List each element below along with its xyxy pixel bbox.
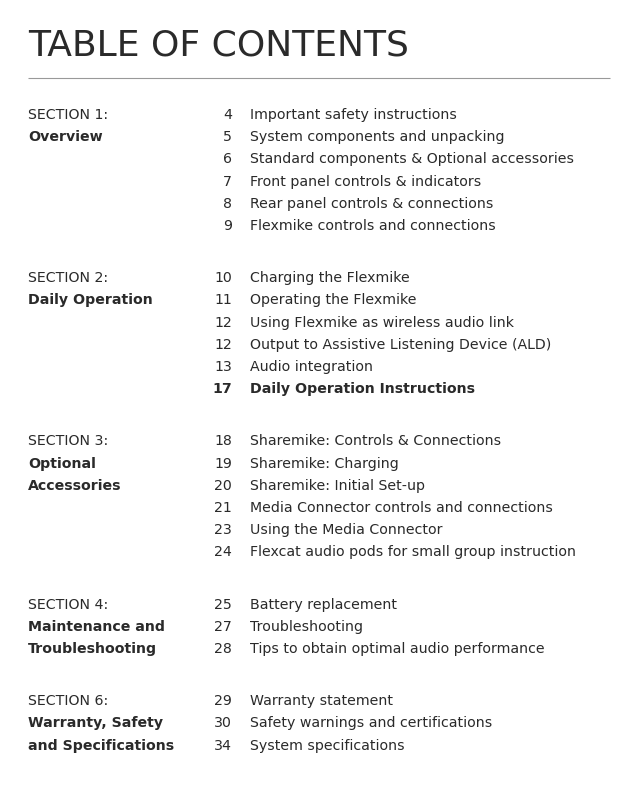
Text: Sharemike: Initial Set-up: Sharemike: Initial Set-up xyxy=(250,479,425,493)
Text: 12: 12 xyxy=(214,316,232,330)
Text: 8: 8 xyxy=(223,197,232,211)
Text: 25: 25 xyxy=(214,598,232,611)
Text: Charging the Flexmike: Charging the Flexmike xyxy=(250,271,410,285)
Text: Daily Operation Instructions: Daily Operation Instructions xyxy=(250,382,475,396)
Text: 5: 5 xyxy=(223,130,232,144)
Text: Troubleshooting: Troubleshooting xyxy=(250,620,363,634)
Text: SECTION 4:: SECTION 4: xyxy=(28,598,108,611)
Text: Maintenance and: Maintenance and xyxy=(28,620,165,634)
Text: Output to Assistive Listening Device (ALD): Output to Assistive Listening Device (AL… xyxy=(250,338,551,352)
Text: SECTION 6:: SECTION 6: xyxy=(28,694,108,708)
Text: 27: 27 xyxy=(214,620,232,634)
Text: 20: 20 xyxy=(214,479,232,493)
Text: 17: 17 xyxy=(212,382,232,396)
Text: SECTION 1:: SECTION 1: xyxy=(28,108,108,122)
Text: Overview: Overview xyxy=(28,130,103,144)
Text: 23: 23 xyxy=(214,523,232,537)
Text: 28: 28 xyxy=(214,642,232,656)
Text: 34: 34 xyxy=(214,739,232,753)
Text: System components and unpacking: System components and unpacking xyxy=(250,130,505,144)
Text: SECTION 3:: SECTION 3: xyxy=(28,434,108,448)
Text: 13: 13 xyxy=(214,360,232,374)
Text: Using the Media Connector: Using the Media Connector xyxy=(250,523,443,537)
Text: Sharemike: Controls & Connections: Sharemike: Controls & Connections xyxy=(250,434,501,448)
Text: 29: 29 xyxy=(214,694,232,708)
Text: Tips to obtain optimal audio performance: Tips to obtain optimal audio performance xyxy=(250,642,545,656)
Text: TABLE OF CONTENTS: TABLE OF CONTENTS xyxy=(28,28,409,62)
Text: Sharemike: Charging: Sharemike: Charging xyxy=(250,456,399,471)
Text: Daily Operation: Daily Operation xyxy=(28,293,152,308)
Text: 9: 9 xyxy=(223,219,232,233)
Text: 11: 11 xyxy=(214,293,232,308)
Text: Warranty, Safety: Warranty, Safety xyxy=(28,716,163,731)
Text: Optional: Optional xyxy=(28,456,96,471)
Text: Operating the Flexmike: Operating the Flexmike xyxy=(250,293,417,308)
Text: Flexmike controls and connections: Flexmike controls and connections xyxy=(250,219,496,233)
Text: 6: 6 xyxy=(223,153,232,166)
Text: Media Connector controls and connections: Media Connector controls and connections xyxy=(250,501,553,515)
Text: Front panel controls & indicators: Front panel controls & indicators xyxy=(250,175,481,188)
Text: 12: 12 xyxy=(214,338,232,352)
Text: 18: 18 xyxy=(214,434,232,448)
Text: 4: 4 xyxy=(223,108,232,122)
Text: and Specifications: and Specifications xyxy=(28,739,174,753)
Text: Battery replacement: Battery replacement xyxy=(250,598,397,611)
Text: Troubleshooting: Troubleshooting xyxy=(28,642,157,656)
Text: 21: 21 xyxy=(214,501,232,515)
Text: Warranty statement: Warranty statement xyxy=(250,694,393,708)
Text: 24: 24 xyxy=(214,545,232,560)
Text: Audio integration: Audio integration xyxy=(250,360,373,374)
Text: Accessories: Accessories xyxy=(28,479,121,493)
Text: Rear panel controls & connections: Rear panel controls & connections xyxy=(250,197,493,211)
Text: 7: 7 xyxy=(223,175,232,188)
Text: System specifications: System specifications xyxy=(250,739,404,753)
Text: Safety warnings and certifications: Safety warnings and certifications xyxy=(250,716,493,731)
Text: 10: 10 xyxy=(214,271,232,285)
Text: 19: 19 xyxy=(214,456,232,471)
Text: Important safety instructions: Important safety instructions xyxy=(250,108,457,122)
Text: SECTION 2:: SECTION 2: xyxy=(28,271,108,285)
Text: Using Flexmike as wireless audio link: Using Flexmike as wireless audio link xyxy=(250,316,514,330)
Text: Flexcat audio pods for small group instruction: Flexcat audio pods for small group instr… xyxy=(250,545,576,560)
Text: 30: 30 xyxy=(214,716,232,731)
Text: Standard components & Optional accessories: Standard components & Optional accessori… xyxy=(250,153,574,166)
